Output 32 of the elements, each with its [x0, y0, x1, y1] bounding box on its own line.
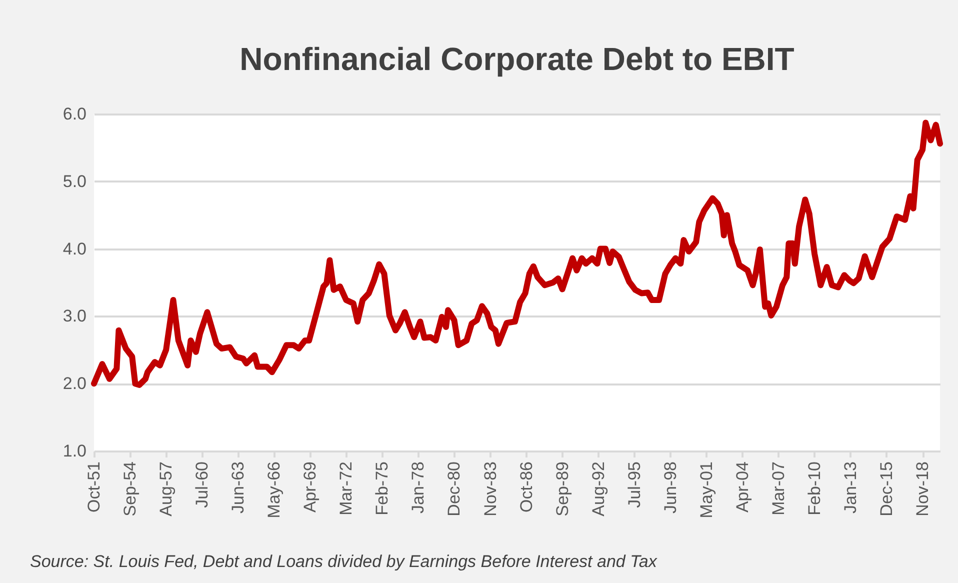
x-tick-label: Mar-72 [336, 462, 356, 516]
x-tick-label: May-66 [264, 462, 284, 518]
y-tick-label: 5.0 [62, 172, 86, 191]
chart-title: Nonfinancial Corporate Debt to EBIT [240, 41, 795, 77]
x-tick-label: Dec-15 [876, 462, 896, 516]
x-tick-label: Apr-04 [732, 462, 752, 513]
x-tick-label: Jan-13 [840, 462, 860, 514]
x-tick-label: Nov-83 [480, 462, 500, 516]
x-tick-label: Aug-57 [156, 462, 176, 516]
x-tick-label: Feb-10 [804, 462, 824, 516]
x-tick-label: Mar-07 [768, 462, 788, 516]
y-tick-label: 4.0 [62, 239, 86, 258]
x-tick-label: Dec-80 [444, 462, 464, 516]
x-tick-label: Jun-63 [228, 462, 248, 514]
y-tick-label: 1.0 [62, 442, 86, 460]
x-tick-label: Sep-89 [552, 462, 572, 516]
x-tick-label: Aug-92 [588, 462, 608, 516]
x-tick-label: Jun-98 [660, 462, 680, 514]
x-tick-label: Jul-60 [192, 462, 212, 508]
y-tick-label: 6.0 [62, 104, 86, 124]
x-tick-label: Oct-51 [84, 462, 104, 513]
x-tick-label: Nov-18 [913, 462, 932, 516]
x-tick-label: Apr-69 [300, 462, 320, 513]
x-tick-label: Jan-78 [408, 462, 428, 514]
y-tick-label: 2.0 [62, 374, 86, 394]
y-tick-label: 3.0 [62, 306, 86, 326]
x-tick-label: Jul-95 [624, 462, 644, 508]
x-tick-label: Oct-86 [516, 462, 536, 513]
source-note: Source: St. Louis Fed, Debt and Loans divided by Earnings Before Interest and Tax [30, 552, 658, 571]
x-tick-label: Sep-54 [120, 462, 140, 516]
x-tick-label: May-01 [696, 462, 716, 518]
x-tick-label: Feb-75 [372, 462, 392, 516]
